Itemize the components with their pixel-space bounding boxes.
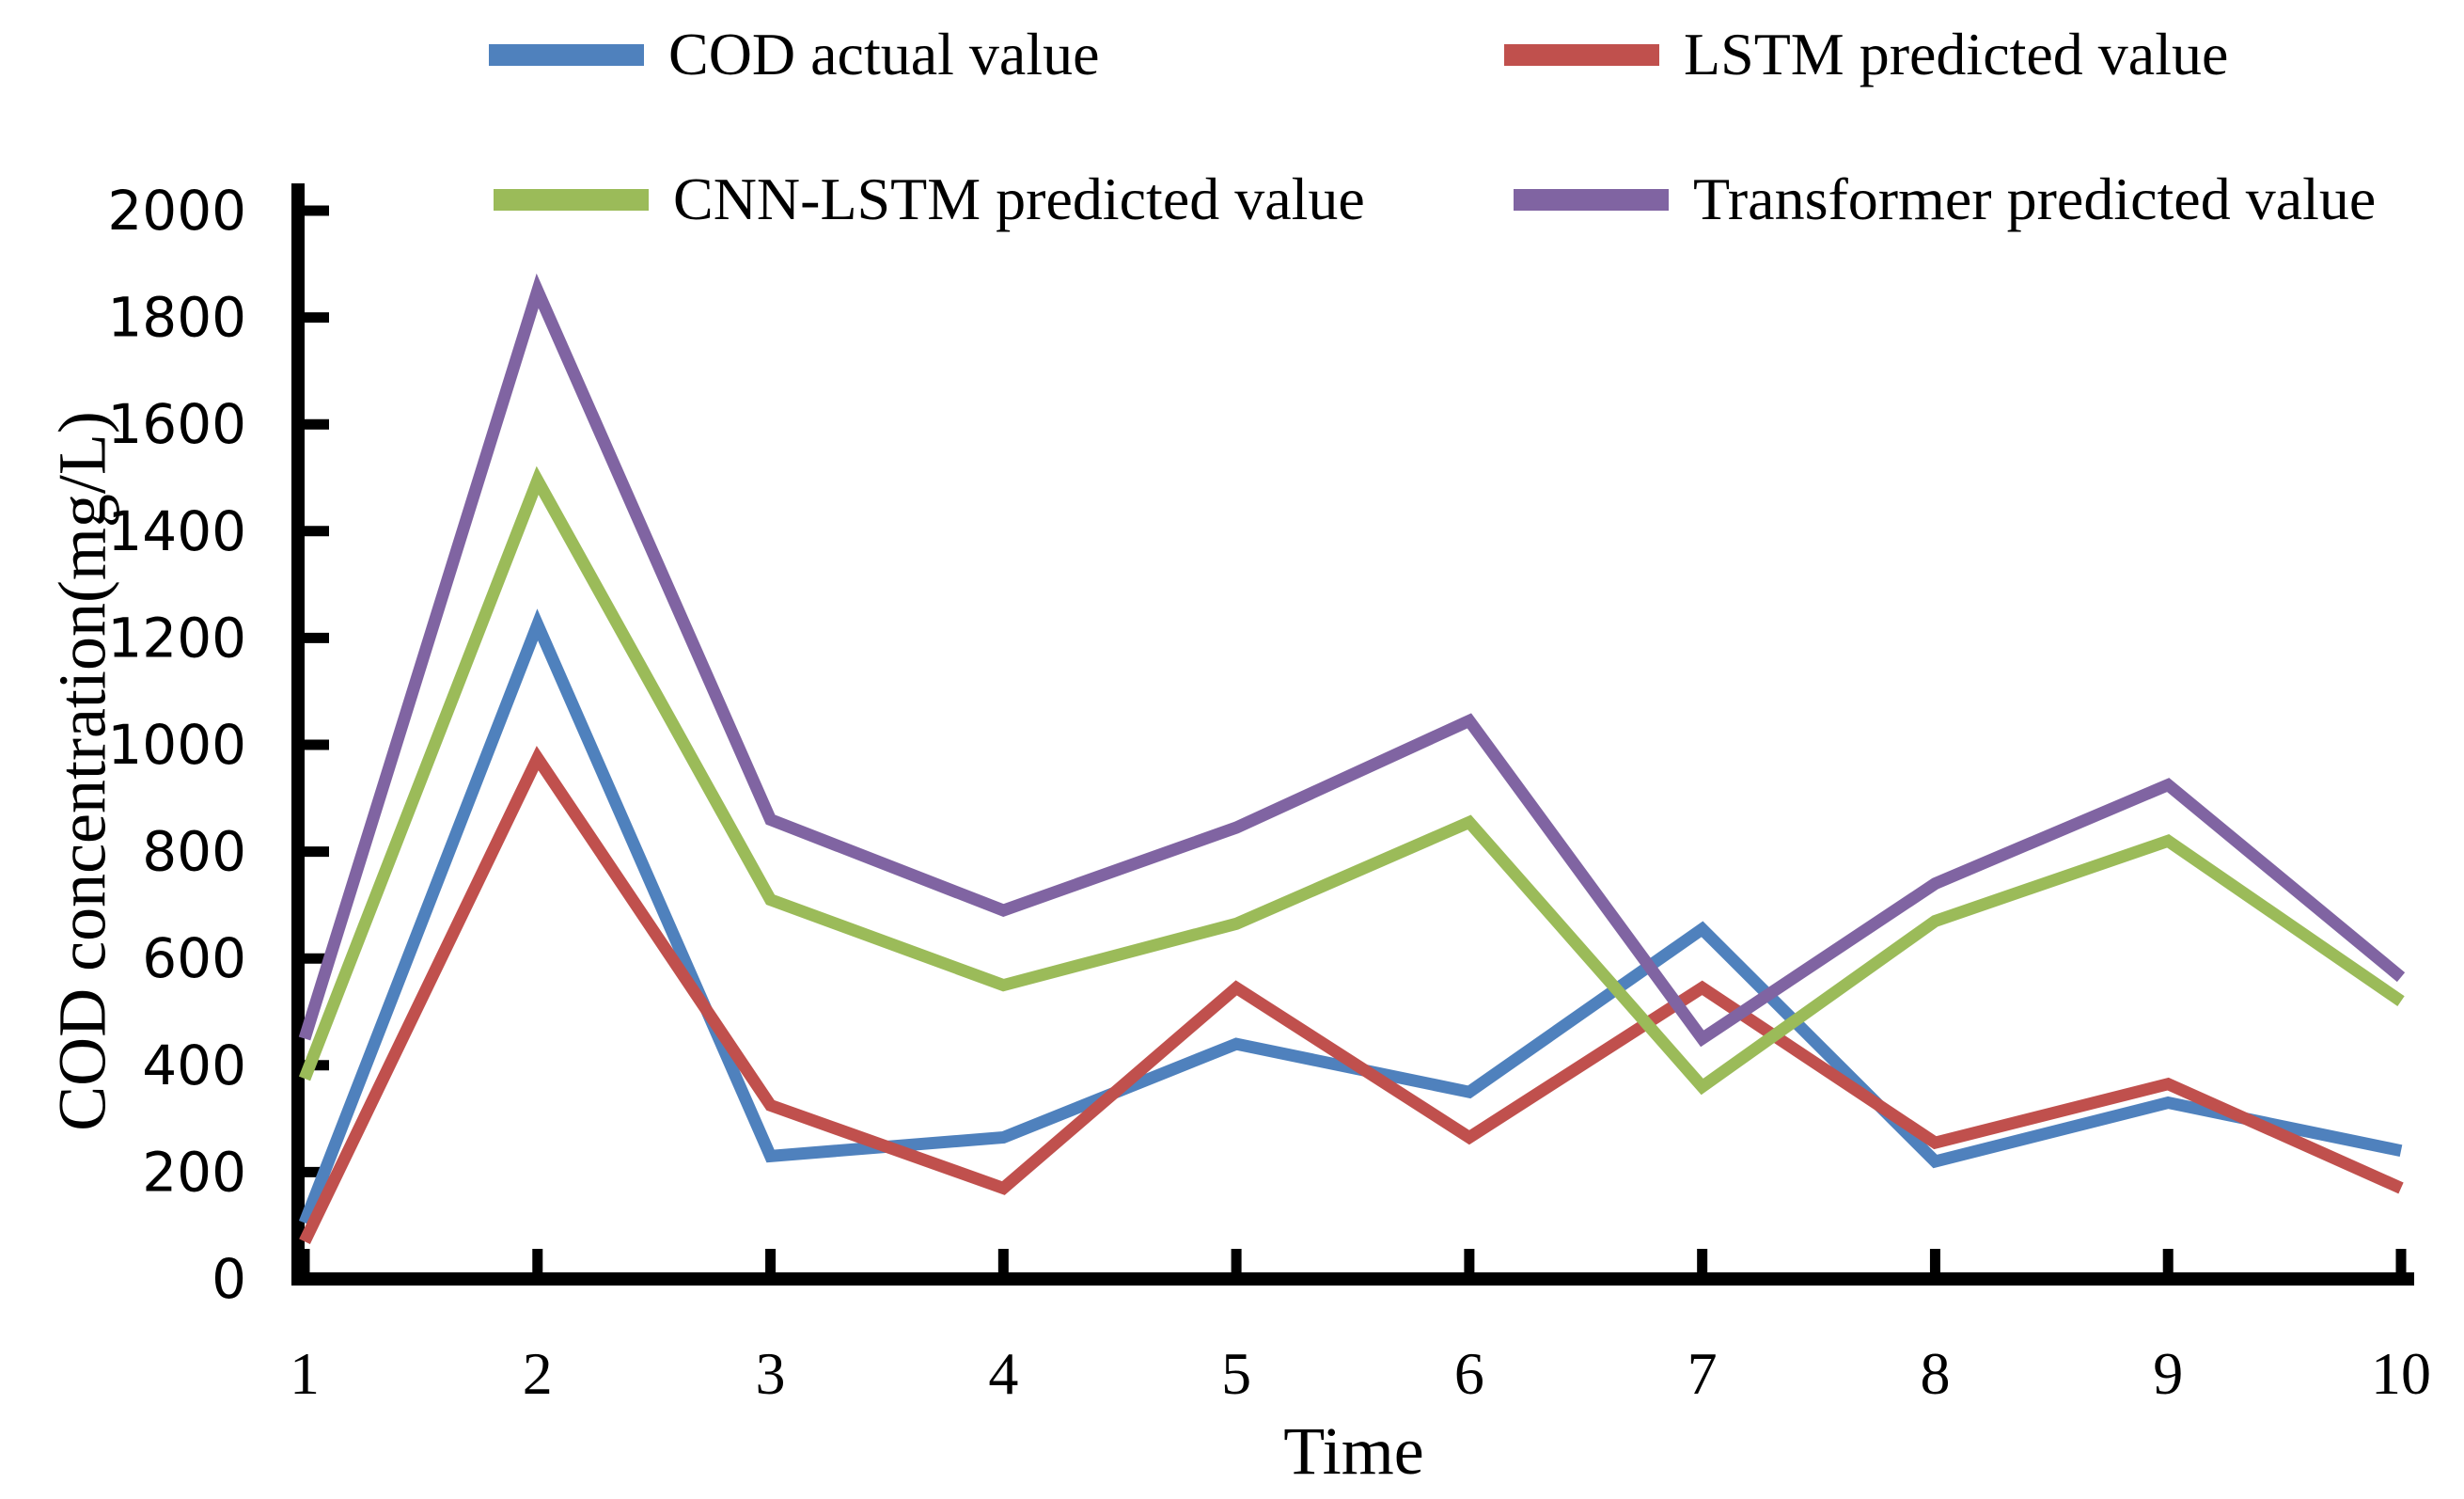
- legend-swatch-cnn-lstm: [494, 188, 649, 211]
- legend-item-cod-actual: COD actual value: [489, 19, 1100, 90]
- x-axis-title: Time: [1283, 1413, 1424, 1489]
- y-tick-label: 400: [142, 1034, 246, 1097]
- x-tick-label: 3: [756, 1340, 786, 1407]
- y-tick-label: 2000: [107, 179, 246, 243]
- legend-swatch-cod-actual: [489, 43, 644, 66]
- series-line-3: [298, 273, 2406, 1048]
- legend-item-transformer: Transformer predicted value: [1514, 164, 2376, 235]
- x-tick-label: 9: [2153, 1340, 2183, 1407]
- series-line-2: [298, 465, 2405, 1096]
- legend-item-cnn-lstm: CNN-LSTM predicted value: [494, 164, 1365, 235]
- y-axis-title: COD concentration(mg/L): [44, 411, 120, 1131]
- x-tick-label: 7: [1687, 1340, 1718, 1407]
- x-tick-label: 1: [290, 1340, 320, 1407]
- y-tick-label: 1000: [107, 713, 246, 777]
- y-tick-label: 0: [212, 1247, 246, 1311]
- x-tick-label: 4: [988, 1340, 1018, 1407]
- series-line-0: [298, 608, 2403, 1225]
- x-tick-label: 10: [2371, 1340, 2431, 1407]
- y-tick-label: 200: [142, 1140, 246, 1204]
- y-tick-label: 1600: [107, 392, 246, 456]
- y-tick-label: 800: [142, 820, 246, 884]
- y-tick-label: 1200: [107, 606, 246, 670]
- y-tick-label: 600: [142, 926, 246, 990]
- legend-label: CNN-LSTM predicted value: [673, 166, 1365, 232]
- legend-swatch-transformer: [1514, 188, 1669, 211]
- y-tick-label: 1800: [107, 286, 246, 350]
- series-line-1: [299, 746, 2404, 1245]
- legend-label: COD actual value: [668, 21, 1100, 87]
- x-tick-label: 5: [1221, 1340, 1251, 1407]
- x-tick-label: 2: [523, 1340, 553, 1407]
- legend-label: LSTM predicted value: [1684, 21, 2229, 87]
- y-tick-label: 1400: [107, 499, 246, 563]
- legend-swatch-lstm: [1504, 43, 1659, 66]
- x-tick-label: 8: [1920, 1340, 1950, 1407]
- legend-label: Transformer predicted value: [1693, 166, 2377, 232]
- legend-item-lstm: LSTM predicted value: [1504, 19, 2228, 90]
- x-tick-label: 6: [1454, 1340, 1484, 1407]
